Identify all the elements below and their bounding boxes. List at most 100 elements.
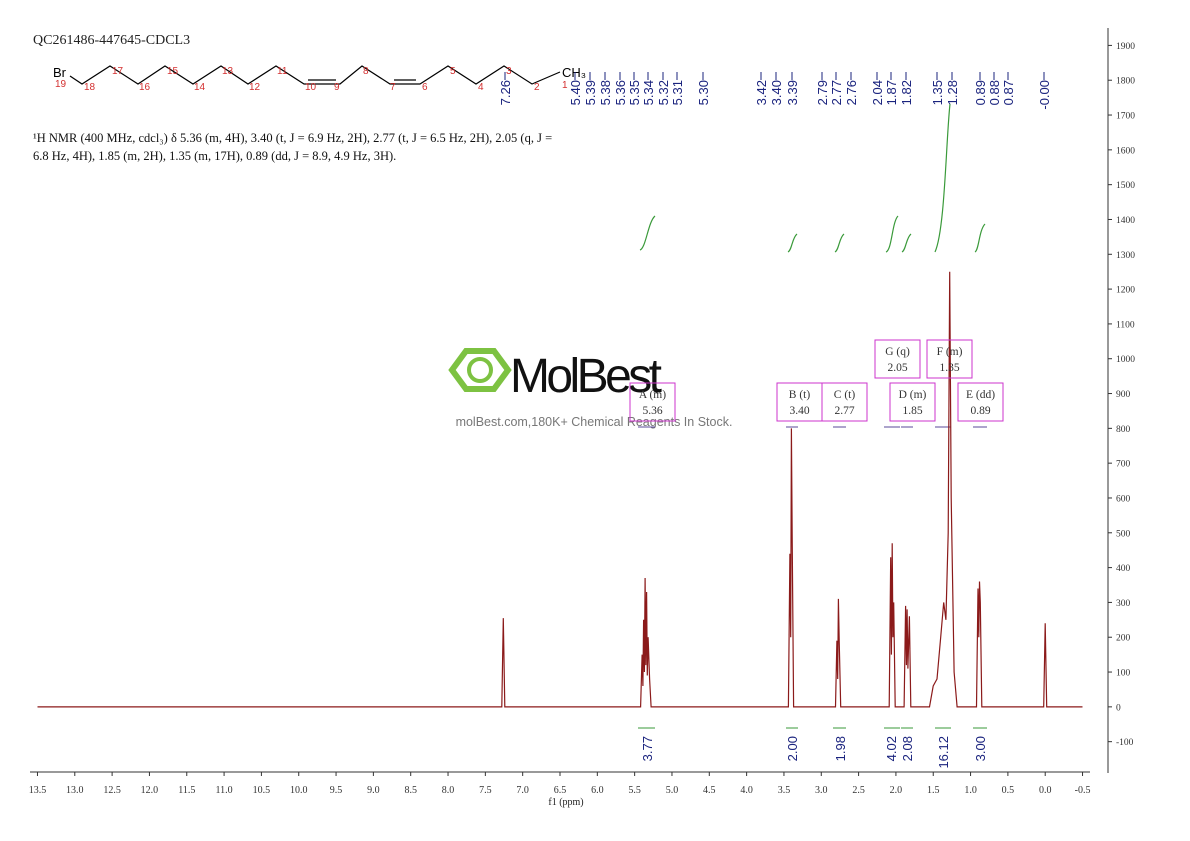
x-tick-label: 11.0 [216, 785, 233, 796]
logo-text: MolBest [510, 350, 662, 403]
x-tick-label: 7.5 [479, 785, 492, 796]
multiplet-shift: 1.85 [902, 405, 922, 417]
multiplet-label: G (q) [885, 346, 910, 358]
peak-label: 5.36 [613, 80, 628, 105]
x-tick-label: 3.0 [815, 785, 828, 796]
y-tick-label: 1500 [1116, 181, 1135, 191]
integral-value: 2.08 [900, 736, 915, 761]
peak-label: 2.04 [870, 80, 885, 105]
multiplet-shift: 2.05 [887, 362, 907, 374]
x-tick-label: 10.5 [253, 785, 271, 796]
x-tick-label: 8.5 [404, 785, 417, 796]
y-tick-label: 1300 [1116, 251, 1135, 261]
x-tick-label: 13.0 [66, 785, 84, 796]
peak-label: 0.88 [987, 80, 1002, 105]
x-tick-label: 13.5 [29, 785, 47, 796]
x-tick-label: 2.0 [890, 785, 903, 796]
x-tick-label: 5.5 [628, 785, 641, 796]
multiplet-shift: 0.89 [970, 405, 990, 417]
peak-label: -0.00 [1037, 80, 1052, 110]
y-tick-label: 1700 [1116, 112, 1135, 122]
multiplet-label: A (m) [639, 389, 666, 401]
peak-label: 5.32 [656, 80, 671, 105]
atom-number: 7 [390, 82, 396, 93]
x-tick-label: 6.5 [554, 785, 567, 796]
peak-label: 3.42 [754, 80, 769, 105]
y-tick-label: 1100 [1116, 320, 1135, 330]
peak-label: 3.40 [769, 80, 784, 105]
integral-value: 3.00 [973, 736, 988, 761]
peak-label: 0.89 [973, 80, 988, 105]
x-tick-label: 7.0 [516, 785, 529, 796]
x-tick-label: 1.5 [927, 785, 940, 796]
x-tick-label: 0.5 [1002, 785, 1015, 796]
atom-number: 10 [305, 82, 317, 93]
y-tick-label: 1200 [1116, 286, 1135, 296]
multiplet-box [821, 382, 868, 422]
y-tick-label: 1800 [1116, 77, 1135, 87]
integral-curve [885, 215, 899, 253]
y-tick-label: 1900 [1116, 42, 1135, 52]
x-tick-label: 5.0 [666, 785, 679, 796]
peak-label: 5.34 [641, 80, 656, 105]
multiplet-shift: 2.77 [834, 405, 854, 417]
logo-hexagon [448, 348, 512, 392]
peak-label: 0.87 [1001, 80, 1016, 105]
multiplet-label: D (m) [899, 389, 927, 401]
atom-number: 6 [422, 82, 428, 93]
peak-label: 1.82 [899, 80, 914, 105]
x-tick-label: 11.5 [178, 785, 195, 796]
x-tick-label: 4.5 [703, 785, 716, 796]
peak-label: 7.26 [498, 80, 513, 105]
atom-number: 16 [139, 82, 151, 93]
multiplet-box [926, 339, 973, 379]
y-tick-label: 1400 [1116, 216, 1135, 226]
multiplet-label: F (m) [937, 346, 963, 358]
spectrum-line [37, 271, 1083, 708]
peak-label: 5.30 [696, 80, 711, 105]
peak-label: 5.39 [583, 80, 598, 105]
atom-number: 3 [506, 66, 512, 77]
atom-number: 12 [249, 82, 261, 93]
atom-number: 9 [334, 82, 340, 93]
integral-curve [974, 223, 986, 253]
integral-value: 3.77 [640, 736, 655, 761]
atom-number: 13 [222, 66, 234, 77]
integral-curve [639, 215, 656, 251]
peak-label: 1.28 [945, 80, 960, 105]
x-tick-label: 2.5 [852, 785, 865, 796]
multiplet-label: E (dd) [966, 389, 995, 401]
atom-label: CH₃ [562, 65, 586, 80]
peak-label: 1.35 [930, 80, 945, 105]
integral-value: 4.02 [884, 736, 899, 761]
y-tick-label: 700 [1116, 460, 1131, 470]
atom-number: 8 [363, 66, 369, 77]
y-tick-label: 1000 [1116, 355, 1135, 365]
x-tick-label: 3.5 [778, 785, 791, 796]
integral-curve [901, 233, 912, 253]
multiplet-label: C (t) [834, 389, 856, 401]
x-tick-label: 12.0 [141, 785, 159, 796]
multiplet-box [629, 382, 676, 422]
integral-curve [787, 233, 798, 253]
x-axis-label: f1 (ppm) [548, 797, 583, 808]
y-tick-label: 300 [1116, 599, 1131, 609]
y-tick-label: 500 [1116, 529, 1131, 539]
integral-curves [639, 103, 986, 253]
peak-label: 5.31 [670, 80, 685, 105]
y-tick-label: 100 [1116, 669, 1131, 679]
logo-ring [467, 357, 493, 383]
multiplet-shift: 5.36 [642, 405, 662, 417]
multiplet-label: B (t) [789, 389, 811, 401]
x-tick-label: 4.0 [740, 785, 753, 796]
x-tick-label: 12.5 [103, 785, 121, 796]
peak-label: 2.77 [829, 80, 844, 105]
y-tick-label: 900 [1116, 390, 1131, 400]
x-tick-label: 10.0 [290, 785, 308, 796]
integral-value: 2.00 [785, 736, 800, 761]
atom-number: 4 [478, 82, 484, 93]
watermark-text: molBest.com,180K+ Chemical Reagents In S… [456, 415, 733, 429]
y-tick-label: 0 [1116, 703, 1121, 713]
atom-number: 11 [277, 66, 288, 77]
